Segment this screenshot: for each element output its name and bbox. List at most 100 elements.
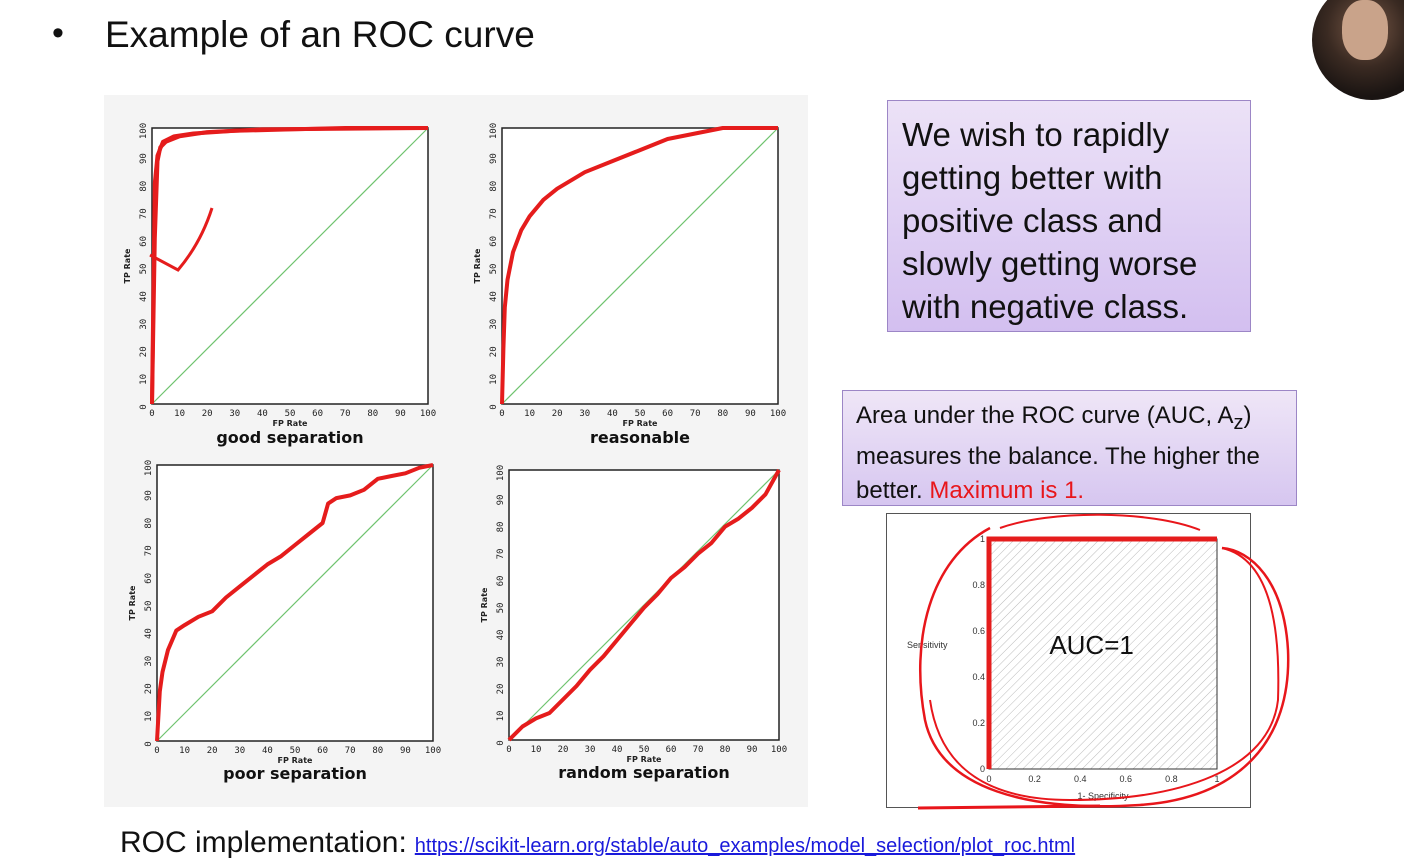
x-axis-label: FP Rate: [278, 756, 313, 765]
y-tick-label: 70: [496, 549, 506, 560]
y-tick-label: 80: [489, 181, 499, 192]
roc-panel-2: 00 10 10 20 20 30 30 40 40 50 50 60 60 70 70 80 80 90 90 10…: [473, 123, 786, 447]
x-tick-label: 60: [666, 745, 677, 755]
auc-y-tick: 0.8: [972, 580, 985, 590]
auc-y-label: Sensitivity: [907, 640, 948, 650]
x-tick-label: 10: [179, 746, 190, 756]
x-tick-label: 100: [420, 409, 436, 419]
x-tick-label: 70: [345, 746, 356, 756]
x-tick-label: 80: [367, 409, 378, 419]
chance-diagonal: [501, 127, 779, 405]
y-tick-label: 60: [496, 576, 506, 587]
y-tick-label: 100: [489, 123, 499, 139]
y-tick-label: 50: [496, 603, 506, 614]
x-tick-label: 90: [747, 745, 758, 755]
roc-curve-series-1: [500, 126, 778, 405]
panel-title: poor separation: [223, 764, 367, 783]
x-tick-label: 40: [262, 746, 273, 756]
y-tick-label: 30: [144, 656, 154, 667]
auc-maximum-highlight: Maximum is 1.: [929, 476, 1085, 504]
x-tick-label: 40: [257, 409, 268, 419]
x-tick-label: 0: [506, 745, 511, 755]
auc-x-tick: 0.2: [1028, 774, 1041, 784]
y-tick-label: 50: [144, 601, 154, 612]
y-tick-label: 20: [489, 346, 499, 357]
y-tick-label: 10: [139, 374, 149, 385]
x-tick-label: 40: [612, 745, 623, 755]
y-tick-label: 20: [139, 346, 149, 357]
slide-bullet: •: [52, 14, 64, 52]
auc-y-tick: 0.2: [972, 718, 985, 728]
auc-y-tick: 0.6: [972, 626, 985, 636]
auc-x-tick: 0.4: [1074, 774, 1087, 784]
x-tick-label: 60: [312, 409, 323, 419]
x-tick-label: 50: [285, 409, 296, 419]
auc-subscript: z: [1233, 411, 1244, 434]
x-tick-label: 30: [585, 745, 596, 755]
panel-title: good separation: [216, 428, 363, 447]
y-tick-label: 0: [489, 404, 499, 409]
y-axis-label: TP Rate: [128, 585, 137, 620]
x-tick-label: 90: [400, 746, 411, 756]
presenter-webcam: [1312, 0, 1404, 100]
auc-x-tick: 0: [986, 774, 991, 784]
x-tick-label: 10: [174, 409, 185, 419]
y-tick-label: 60: [144, 573, 154, 584]
x-tick-label: 80: [372, 746, 383, 756]
y-tick-label: 10: [496, 711, 506, 722]
y-tick-label: 10: [489, 374, 499, 385]
y-axis-label: TP Rate: [480, 587, 489, 622]
auc-callout: Area under the ROC curve (AUC, Az) measu…: [842, 390, 1297, 506]
panel-title: reasonable: [590, 428, 690, 447]
x-tick-label: 70: [693, 745, 704, 755]
footer: ROC implementation: https://scikit-learn.…: [120, 826, 1075, 860]
y-tick-label: 90: [144, 490, 154, 501]
y-tick-label: 20: [496, 684, 506, 695]
y-tick-label: 50: [139, 264, 149, 275]
y-tick-label: 20: [144, 683, 154, 694]
y-axis-label: TP Rate: [473, 248, 482, 283]
x-tick-label: 20: [552, 409, 563, 419]
footer-label: ROC implementation:: [120, 826, 407, 859]
y-tick-label: 90: [489, 153, 499, 164]
note-callout-text: We wish to rapidly getting better with p…: [902, 116, 1198, 325]
panel-title: random separation: [558, 763, 730, 782]
auc-y-tick: 1: [980, 534, 985, 544]
y-tick-label: 50: [489, 264, 499, 275]
x-tick-label: 100: [770, 409, 786, 419]
roc-curve-series-1: [507, 469, 781, 742]
x-tick-label: 50: [635, 409, 646, 419]
y-tick-label: 40: [139, 291, 149, 302]
x-tick-label: 60: [317, 746, 328, 756]
x-tick-label: 50: [290, 746, 301, 756]
y-tick-label: 30: [496, 657, 506, 668]
x-tick-label: 20: [207, 746, 218, 756]
auc-text-after: ) measures the balance. The higher the b…: [856, 402, 1260, 504]
y-tick-label: 40: [144, 628, 154, 639]
auc-chart-svg: 0 0.2 0.4 0.6 0.8 1 0 0.2 0.4 0.6 0.8 1 1- Specifici…: [907, 534, 1220, 801]
auc-chart: 0 0.2 0.4 0.6 0.8 1 0 0.2 0.4 0.6 0.8 1 1- Specifici…: [886, 513, 1251, 808]
chance-diagonal: [151, 127, 429, 405]
roc-panel-3: 00 10 10 20 20 30 30 40 40 50 50 60 60 70 70 80 80 90 90 10…: [128, 460, 441, 783]
y-tick-label: 70: [139, 208, 149, 219]
y-tick-label: 100: [144, 460, 154, 476]
roc-panel-4: 00 10 10 20 20 30 30 40 40 50 50 60 60 70 70 80 80 90 90 10…: [480, 465, 787, 782]
x-axis-label: FP Rate: [627, 755, 662, 764]
x-tick-label: 0: [154, 746, 159, 756]
footer-link[interactable]: https://scikit-learn.org/stable/auto_exa…: [414, 835, 1076, 857]
auc-y-tick: 0: [980, 764, 985, 774]
y-tick-label: 40: [496, 630, 506, 641]
x-tick-label: 0: [149, 409, 154, 419]
x-tick-label: 10: [531, 745, 542, 755]
auc-callout-text: Area under the ROC curve (AUC, Az) measu…: [856, 399, 1288, 508]
x-axis-label: FP Rate: [623, 419, 658, 428]
x-tick-label: 40: [607, 409, 618, 419]
slide-title: Example of an ROC curve: [105, 14, 535, 55]
x-tick-label: 10: [524, 409, 535, 419]
chance-diagonal: [156, 464, 434, 742]
y-tick-label: 100: [496, 465, 506, 481]
x-tick-label: 0: [499, 409, 504, 419]
y-tick-label: 0: [144, 741, 154, 746]
x-tick-label: 90: [745, 409, 756, 419]
auc-x-tick: 1: [1214, 774, 1219, 784]
